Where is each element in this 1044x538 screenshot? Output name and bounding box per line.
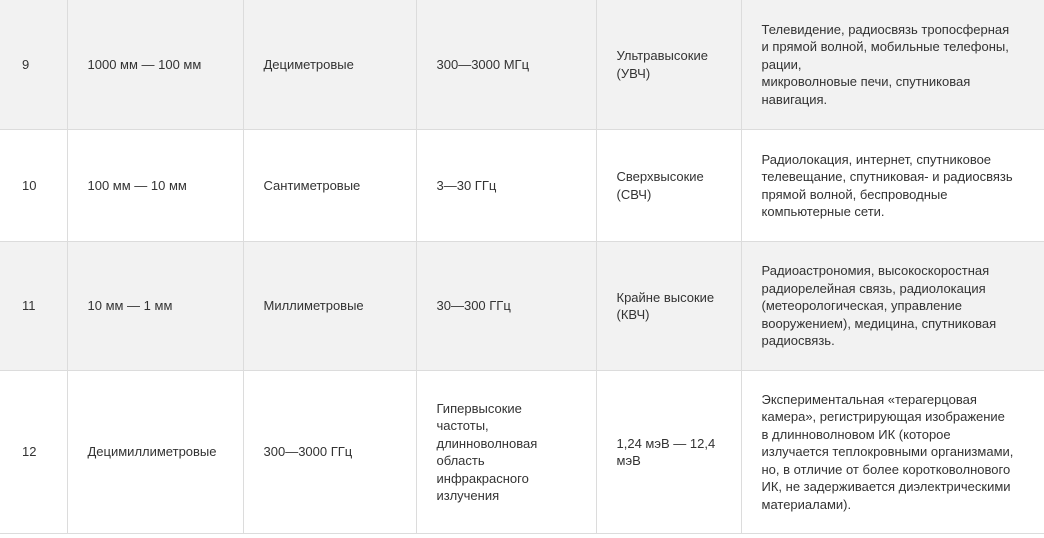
frequency-cell: 300—3000 МГц: [415, 0, 597, 130]
wave-name-cell: Сантиметровые: [242, 129, 417, 242]
band-number-cell: 11: [0, 241, 68, 371]
wave-name-cell: 300—3000 ГГц: [242, 370, 417, 534]
table-row: 12 Децимиллиметровые 300—3000 ГГц Гиперв…: [0, 370, 1044, 534]
band-number-cell: 10: [0, 129, 68, 242]
usage-cell: Экспериментальная «терагерцовая камера»,…: [740, 370, 1044, 534]
band-name-cell: Крайне высокие (КВЧ): [595, 241, 742, 371]
frequency-cell: 30—300 ГГц: [415, 241, 597, 371]
band-name-cell: Ультравысокие (УВЧ): [595, 0, 742, 130]
usage-cell: Радиоастрономия, высокоскоростная радиор…: [740, 241, 1044, 371]
wave-name-cell: Дециметровые: [242, 0, 417, 130]
band-name-cell: Сверхвысокие (СВЧ): [595, 129, 742, 242]
table-row: 10 100 мм — 10 мм Сантиметровые 3—30 ГГц…: [0, 129, 1044, 242]
band-number-cell: 12: [0, 370, 68, 534]
band-name-cell: 1,24 мэВ — 12,4 мэВ: [595, 370, 742, 534]
frequency-cell: 3—30 ГГц: [415, 129, 597, 242]
usage-cell: Радиолокация, интернет, спутниковое теле…: [740, 129, 1044, 242]
frequency-cell: Гипервысокие частоты, длинноволновая обл…: [415, 370, 597, 534]
wave-name-cell: Миллиметровые: [242, 241, 417, 371]
wavelength-cell: 100 мм — 10 мм: [66, 129, 244, 242]
wavelength-cell: 1000 мм — 100 мм: [66, 0, 244, 130]
wavelength-cell: 10 мм — 1 мм: [66, 241, 244, 371]
table-row: 11 10 мм — 1 мм Миллиметровые 30—300 ГГц…: [0, 241, 1044, 371]
band-number-cell: 9: [0, 0, 68, 130]
table-row: 9 1000 мм — 100 мм Дециметровые 300—3000…: [0, 0, 1044, 130]
usage-cell: Телевидение, радиосвязь тропосферная и п…: [740, 0, 1044, 130]
wavelength-cell: Децимиллиметровые: [66, 370, 244, 534]
